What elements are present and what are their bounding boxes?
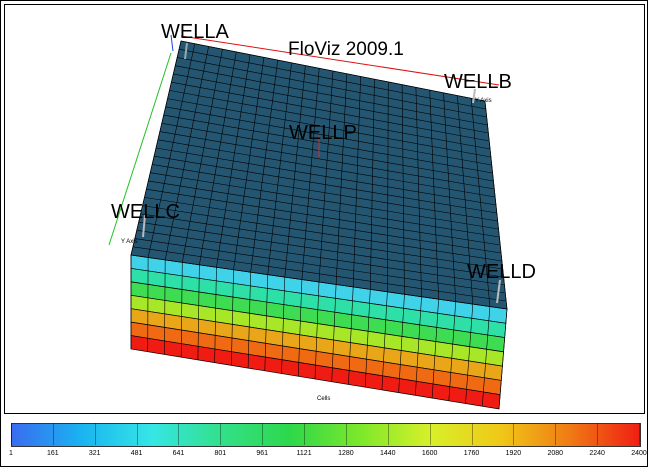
grid-top-col-line — [284, 65, 306, 278]
colorbar-tick-label: 961 — [256, 450, 269, 457]
grid-top-col-line — [318, 70, 334, 283]
colorbar-tick-mark — [513, 423, 515, 445]
grid-top-col-line — [429, 90, 439, 300]
grid-side-line — [231, 269, 234, 366]
colorbar-tick-mark — [136, 423, 138, 445]
well-label-b: WELLB — [444, 71, 512, 93]
grid-top-col-line — [369, 79, 375, 290]
grid-top-col-line — [181, 49, 223, 263]
grid-side-line — [197, 264, 200, 360]
well-marker-a — [184, 42, 188, 60]
colorbar-tick-mark — [471, 423, 473, 445]
colorbar-tick-label: 1760 — [463, 450, 480, 457]
grid-side-line — [448, 301, 457, 401]
grid-top-col-line — [301, 68, 320, 280]
grid-model — [130, 40, 508, 410]
grid-top-col-line — [443, 92, 457, 302]
grid-side-line — [481, 306, 491, 407]
grid-side-line — [465, 304, 474, 404]
colorbar-tick-mark — [639, 423, 640, 445]
colorbar-tick-mark — [387, 423, 389, 445]
reservo-grid-scene[interactable]: FloViz 2009.1 WELLA WELLB WELLP WELLC WE… — [5, 5, 644, 413]
well-label-d: WELLD — [467, 261, 536, 283]
color-legend-bar — [11, 423, 641, 447]
grid-top-col-line — [164, 46, 209, 260]
colorbar-tick-mark — [555, 423, 557, 445]
grid-top-col-line — [352, 76, 361, 287]
colorbar-tick-mark — [597, 423, 599, 445]
axis-line-red — [180, 35, 500, 86]
app-title: FloViz 2009.1 — [288, 39, 404, 60]
well-label-a: WELLA — [161, 21, 229, 43]
grid-side-line — [164, 259, 166, 355]
colorbar-tick-mark — [178, 423, 180, 445]
axis-line-blue — [170, 34, 174, 52]
color-gradient — [12, 424, 640, 446]
grid-side-line — [398, 294, 405, 393]
colorbar-tick-label: 2240 — [589, 450, 605, 457]
colorbar-tick-label: 641 — [172, 450, 185, 457]
grid-side-line — [498, 308, 508, 410]
colorbar-tick-label: 321 — [88, 450, 101, 457]
grid-side-line — [214, 267, 217, 363]
colorbar-tick-label: 161 — [47, 450, 59, 457]
grid-side-line — [297, 279, 303, 377]
colorbar-tick-label: 481 — [130, 450, 143, 457]
grid-top-col-line — [199, 51, 237, 265]
grid-top-col-line — [484, 100, 508, 310]
colorbar-tick-mark — [304, 423, 306, 445]
colorbar-tick-label: 1121 — [296, 450, 312, 457]
grid-top-col-line — [470, 98, 491, 307]
colorbar-tick-mark — [11, 423, 12, 445]
grid-side-line — [247, 272, 251, 369]
colorbar-tick-mark — [94, 423, 96, 445]
axis-line-green — [108, 52, 172, 246]
well-label-p: WELLP — [289, 122, 357, 144]
colorbar-tick-label: 1 — [9, 450, 13, 457]
colorbar-tick-label: 801 — [214, 450, 227, 457]
grid-side-line — [415, 296, 422, 396]
grid-top-col-line — [130, 40, 182, 256]
colorbar-tick-mark — [220, 423, 222, 445]
grid-side-line — [431, 299, 439, 399]
well-marker-b — [472, 88, 476, 104]
grid-top-col-line — [216, 54, 251, 268]
colorbar-tick-label: 1440 — [380, 450, 396, 457]
well-marker-d — [496, 279, 501, 304]
y-axis-label-left: Y Axis — [121, 239, 138, 245]
grid-side-line — [314, 281, 320, 380]
colorbar-tick-mark — [429, 423, 431, 445]
grid-side-line — [381, 291, 388, 390]
colorbar-tick-label: 1600 — [421, 450, 438, 457]
grid-side-line — [281, 277, 286, 374]
colorbar-tick-label: 2400 — [631, 450, 647, 457]
grid-top-col-line — [147, 43, 196, 258]
grid-top-col-line — [335, 73, 348, 285]
grid-side-line — [264, 274, 269, 371]
grid-top-col-line — [267, 62, 292, 275]
y-axis-label-right: Y Axis — [475, 98, 492, 104]
colorbar-tick-label: 1280 — [338, 450, 354, 457]
grid-top-col-line — [415, 87, 422, 297]
cells-label: Cells — [317, 396, 330, 402]
colorbar-tick-mark — [262, 423, 264, 445]
grid-top-col-line — [250, 60, 279, 273]
colorbar-tick-label: 1920 — [505, 450, 522, 457]
grid-top-col-line — [233, 57, 265, 270]
grid-top-col-line — [457, 95, 474, 305]
grid-side-line — [180, 262, 183, 358]
grid-top-col-line — [401, 84, 405, 295]
grid-side-line — [331, 284, 337, 382]
well-label-c: WELLC — [111, 201, 180, 223]
grid-side-line — [364, 289, 371, 388]
grid-side-line — [348, 286, 354, 385]
colorbar-tick-mark — [52, 423, 54, 445]
colorbar-tick-label: 2080 — [547, 450, 564, 457]
grid-top-col-line — [387, 81, 389, 292]
viewer-3d[interactable]: FloViz 2009.1 WELLA WELLB WELLP WELLC WE… — [4, 4, 645, 414]
well-marker-c — [142, 214, 146, 238]
colorbar-tick-mark — [345, 423, 347, 445]
